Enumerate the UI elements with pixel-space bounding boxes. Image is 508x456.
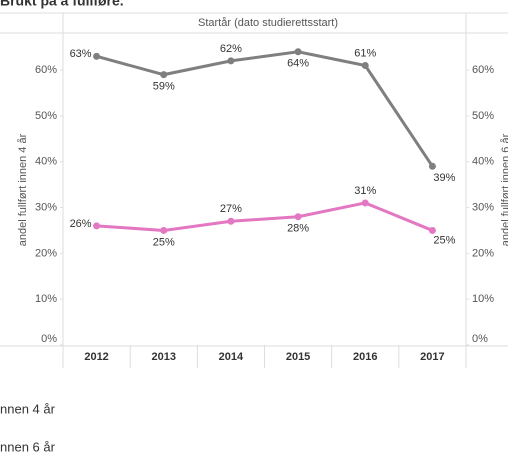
data-point [160,226,168,234]
y-tick-label: 20% [35,247,57,259]
y2-tick-label: 50% [472,110,494,122]
y-tick-label: 50% [35,110,57,122]
y-tick-label: 40% [35,156,57,168]
data-point [294,213,302,221]
legend-label: nnen 6 år [0,439,56,454]
data-point [428,162,436,170]
data-point [361,61,369,69]
data-label: 25% [153,236,175,248]
data-label: 62% [220,43,242,55]
data-label: 63% [70,48,92,60]
y2-tick-label: 10% [472,293,494,305]
series-line [96,50,434,168]
y-tick-label: 30% [35,201,57,213]
x-tick-label: 2014 [219,351,244,363]
series-line [96,201,433,232]
data-point [361,199,369,207]
y-tick-label: 0% [41,333,57,345]
data-label: 26% [70,218,92,230]
header: Startår (dato studierettsstart) [198,17,338,29]
data-point [227,217,235,225]
data-label: 64% [287,58,309,70]
data-point [93,52,101,60]
y2-tick-label: 40% [472,156,494,168]
data-point [93,222,101,230]
data-point [294,48,302,56]
x-tick-label: 2015 [286,351,310,363]
chart-title: Brukt på å fullføre. [0,0,124,9]
x-tick-label: 2017 [420,351,444,363]
y2-tick-label: 20% [472,247,494,259]
x-tick-label: 2012 [84,351,108,363]
y2-tick-label: 60% [472,64,494,76]
x-tick-label: 2013 [152,351,176,363]
data-point [160,71,168,79]
data-label: 59% [153,81,175,93]
data-point [227,57,235,65]
data-label: 27% [220,203,242,215]
y2-tick-label: 30% [472,201,494,213]
data-label: 31% [354,185,376,197]
y2-axis-title: andel fullført innen 6 år [500,133,508,246]
data-label: 39% [433,172,455,184]
data-label: 25% [433,234,455,246]
y-axis-title: andel fullført innen 4 år [17,133,29,246]
data-label: 61% [354,47,376,59]
data-point [428,226,436,234]
x-tick-label: 2016 [353,351,377,363]
legend-label: nnen 4 år [0,401,56,416]
y-tick-label: 60% [35,64,57,76]
data-label: 28% [287,223,309,235]
y-tick-label: 10% [35,293,57,305]
y2-tick-label: 0% [472,333,488,345]
